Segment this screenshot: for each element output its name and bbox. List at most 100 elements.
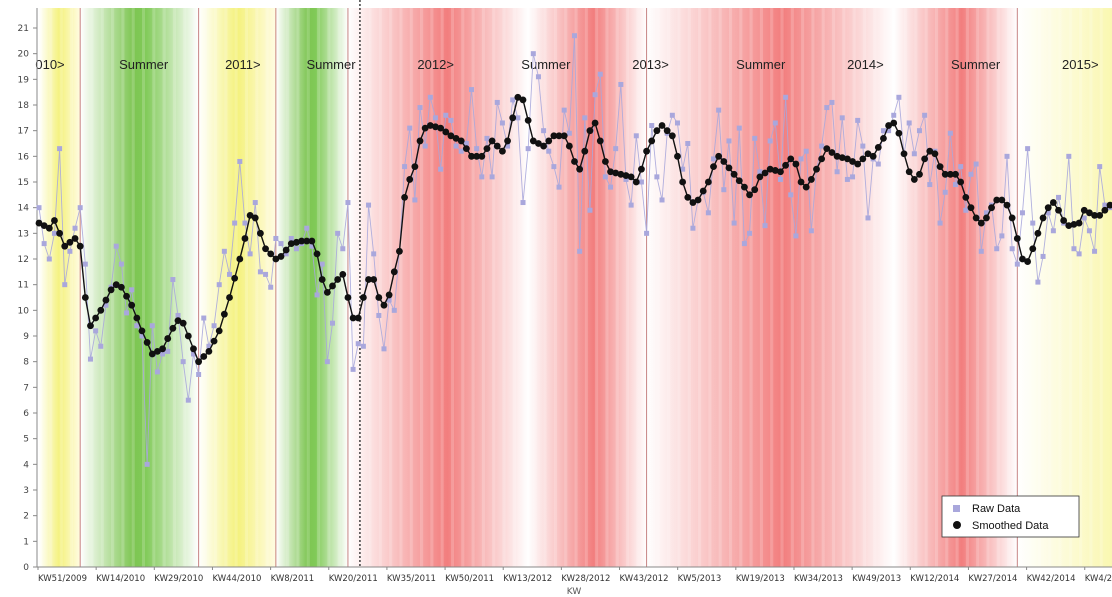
smoothed-point [190,345,197,353]
smoothed-point [504,137,511,145]
raw-point [850,174,856,180]
band-stripe [636,8,640,567]
smoothed-point [869,152,877,160]
raw-point [252,200,258,206]
smoothed-point [1039,214,1047,222]
smoothed-point [885,122,892,129]
raw-point [906,120,912,126]
smoothed-point [735,177,743,185]
y-tick-label: 0 [23,563,29,573]
smoothed-point [910,176,918,183]
smoothed-point [51,217,58,224]
smoothed-point [833,152,841,160]
band-stripe [677,8,681,567]
band-stripe [461,8,465,567]
raw-point [973,161,979,167]
y-tick-label: 17 [18,127,29,137]
legend-raw-swatch [953,505,960,512]
raw-point [494,99,500,105]
band-stripe [955,8,959,567]
smoothed-point [1013,235,1021,242]
raw-point [824,105,830,111]
smoothed-point [648,137,656,145]
band-6 [646,8,894,567]
band-stripe [440,8,444,567]
smoothed-point [545,137,553,145]
band-stripe [378,8,382,567]
smoothed-point [638,165,645,173]
band-stripe [831,8,836,567]
smoothed-point [339,271,347,278]
band-stripe [152,8,156,567]
smoothed-point [45,224,53,232]
smoothed-point [210,337,218,345]
smoothed-point [334,276,342,283]
band-stripe [90,8,94,567]
smoothed-point [102,296,110,304]
raw-point [618,81,624,87]
smoothed-point [380,301,388,309]
raw-point [180,359,186,365]
y-tick-label: 12 [18,255,29,265]
smoothed-point [318,276,326,283]
raw-point [149,323,155,329]
raw-point [566,130,572,136]
smoothed-point [226,294,233,301]
smoothed-point [843,155,851,163]
smoothed-point [607,168,614,176]
raw-point [1040,253,1046,259]
smoothed-point [1065,222,1073,230]
raw-point [880,128,886,134]
smoothed-point [622,172,630,179]
smoothed-point [112,281,120,289]
band-stripe [574,8,578,567]
smoothed-point [838,154,846,162]
raw-point [1035,279,1041,285]
raw-point [386,297,392,303]
band-stripe [244,8,249,567]
raw-point [1019,210,1025,216]
band-stripe [1017,8,1021,567]
band-stripe [306,8,310,567]
raw-point [896,94,902,100]
smoothed-point [81,294,89,301]
y-tick-label: 7 [23,383,29,393]
raw-point [263,271,269,277]
band-stripe [945,8,949,567]
raw-point [834,169,840,175]
raw-point [937,220,943,226]
raw-point [649,123,655,129]
band-stripe [780,8,784,567]
band-stripe [234,8,238,567]
smoothed-point [236,255,244,263]
band-stripe [450,8,455,567]
raw-point [376,312,382,318]
smoothed-point [66,238,74,246]
raw-point [216,282,222,288]
band-labels: 010> Summer 2011> Summer 2012> Summer 2013> Sum… [35,57,1098,72]
x-tick-label: KW4/2015 [1085,574,1112,584]
raw-point [479,174,485,180]
raw-point [530,51,536,57]
band-stripe [1058,8,1062,567]
smoothed-point [1049,199,1057,206]
smoothed-point [329,282,336,290]
band-stripe [852,8,856,567]
raw-point [232,220,238,226]
smoothed-point [952,170,959,178]
raw-point [124,310,130,316]
band-label: Summer [951,57,1001,72]
raw-point [103,302,109,308]
smoothed-point [921,155,929,163]
smoothed-point [766,165,774,173]
smoothed-point [1075,219,1083,227]
smoothed-point [1029,245,1037,253]
raw-point [788,192,794,198]
smoothed-point [818,155,826,163]
band-stripe [39,8,43,567]
band-stripe [873,8,877,567]
smoothed-point [344,294,352,301]
raw-point [577,248,583,254]
smoothed-point [179,319,187,327]
